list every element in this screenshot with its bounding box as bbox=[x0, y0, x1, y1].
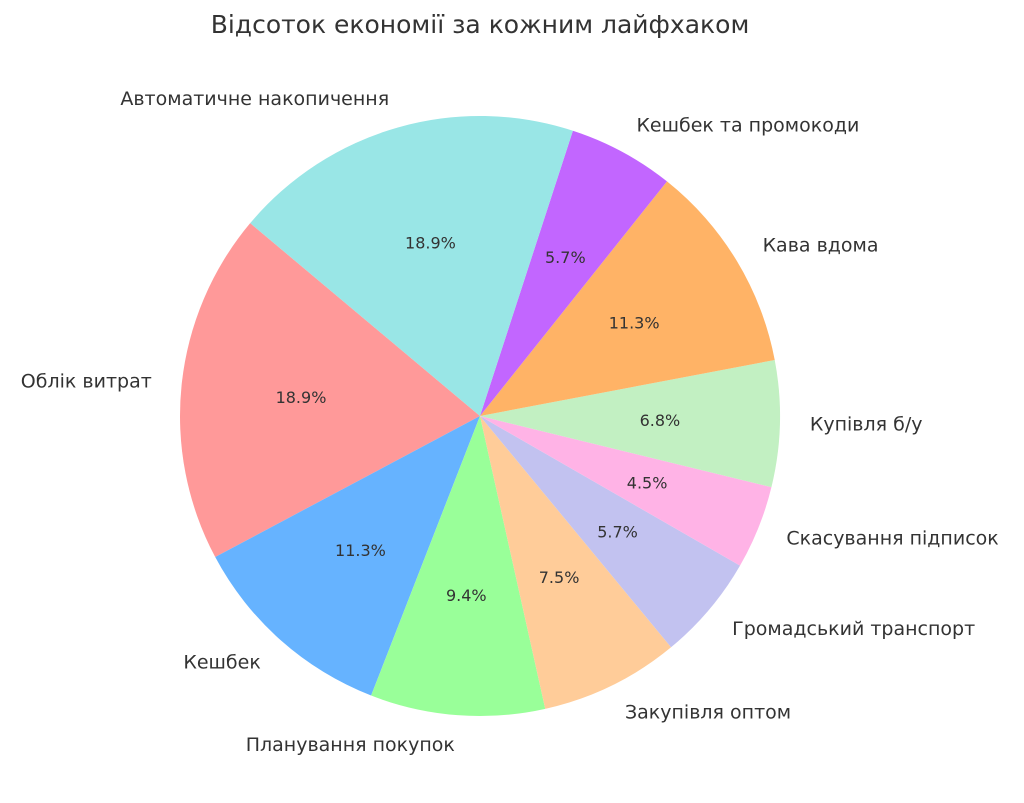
pie-slices bbox=[179, 116, 781, 717]
slice-label: Облік витрат bbox=[21, 371, 152, 393]
slice-percentage: 4.5% bbox=[627, 473, 668, 492]
slice-percentage: 18.9% bbox=[276, 388, 327, 407]
pie-slice bbox=[215, 416, 480, 696]
pie-slice bbox=[371, 416, 546, 717]
slice-label: Планування покупок bbox=[246, 734, 455, 756]
slice-percentage: 11.3% bbox=[335, 541, 386, 560]
slice-label: Кешбек bbox=[183, 652, 260, 674]
slice-percentage: 18.9% bbox=[405, 233, 456, 252]
slice-label: Закупівля оптом bbox=[625, 701, 791, 723]
slice-labels: Облік витрат Кешбек Планування покупок Заку… bbox=[21, 88, 999, 756]
slice-label: Громадський транспорт bbox=[732, 618, 975, 640]
slice-percentage: 9.4% bbox=[446, 586, 487, 605]
slice-percentage: 6.8% bbox=[640, 411, 681, 430]
slice-percentage: 7.5% bbox=[539, 568, 580, 587]
percentage-labels: 18.9% 11.3% 9.4% 7.5% 5.7% 4.5% 6.8% 11.3% 5.7% 1… bbox=[276, 233, 681, 605]
pie-slice bbox=[480, 130, 667, 416]
slice-label: Купівля б/у bbox=[810, 414, 923, 436]
pie-slice bbox=[480, 181, 775, 416]
slice-percentage: 11.3% bbox=[609, 314, 660, 333]
pie-slice bbox=[480, 359, 781, 488]
slice-label: Кешбек та промокоди bbox=[636, 114, 859, 136]
pie-slice bbox=[480, 416, 772, 566]
slice-percentage: 5.7% bbox=[545, 248, 586, 267]
pie-slice bbox=[480, 416, 672, 709]
slice-label: Кава вдома bbox=[763, 235, 879, 257]
slice-label: Автоматичне накопичення bbox=[120, 88, 389, 110]
pie-slice bbox=[179, 223, 480, 558]
pie-slice bbox=[250, 116, 573, 416]
chart-title: Відсоток економії за кожним лайфхаком bbox=[211, 10, 750, 39]
slice-label: Скасування підписок bbox=[786, 528, 998, 550]
pie-slice bbox=[480, 416, 741, 648]
slice-percentage: 5.7% bbox=[597, 523, 638, 542]
